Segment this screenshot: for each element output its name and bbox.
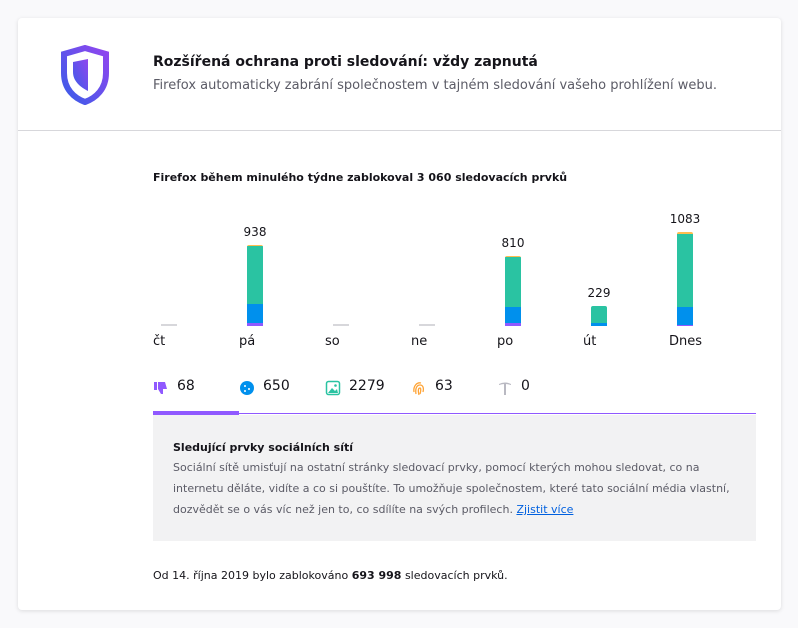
header: Rozšířená ochrana proti sledování: vždy … — [18, 18, 781, 131]
empty-bar — [333, 324, 349, 326]
tab-count: 2279 — [349, 378, 385, 394]
info-title: Sledující prvky sociálních sítí — [173, 441, 354, 454]
bar-út[interactable] — [591, 306, 607, 326]
tab-count: 0 — [521, 378, 530, 394]
day-label: po — [497, 334, 514, 349]
tab-cookie[interactable]: 650 — [239, 370, 325, 414]
bar-segment-cookies — [247, 304, 263, 324]
bar-segment-fingerprinters — [505, 255, 521, 258]
tab-image[interactable]: 2279 — [325, 370, 411, 414]
footer-count: 693 998 — [351, 569, 402, 582]
weekly-chart: čt 938 pá so ne 810 po 229 út 1083 Dnes — [153, 198, 756, 358]
bar-value-label: 229 — [587, 286, 611, 301]
bar-segment-content — [505, 257, 521, 307]
thumbs-down-icon — [153, 380, 169, 396]
day-label: čt — [153, 334, 166, 349]
empty-bar — [161, 324, 177, 326]
bar-Dnes[interactable] — [677, 232, 693, 326]
tracker-tabs: 68 650 2279 63 0 — [153, 370, 756, 415]
bar-segment-social — [505, 323, 521, 326]
bar-segment-social — [247, 323, 263, 326]
protection-card: Rozšířená ochrana proti sledování: vždy … — [18, 18, 781, 610]
bar-value-label: 810 — [501, 235, 525, 250]
header-title: Rozšířená ochrana proti sledování: vždy … — [153, 54, 538, 70]
chart-title: Firefox během minulého týdne zablokoval … — [153, 171, 568, 184]
day-label: pá — [239, 334, 256, 349]
info-body: Sociální sítě umisťují na ostatní stránk… — [173, 461, 730, 516]
info-text: Sociální sítě umisťují na ostatní stránk… — [173, 457, 736, 520]
pickaxe-icon — [497, 380, 513, 396]
bar-pá[interactable] — [247, 244, 263, 326]
bar-segment-content — [591, 306, 607, 324]
tab-count: 63 — [435, 378, 453, 394]
day-label: so — [325, 334, 340, 349]
tab-pickaxe[interactable]: 0 — [497, 370, 583, 414]
shield-icon — [61, 45, 109, 105]
day-label: Dnes — [669, 334, 703, 349]
tab-count: 650 — [263, 378, 290, 394]
bar-segment-cookies — [677, 307, 693, 326]
empty-bar — [419, 324, 435, 326]
bar-segment-cookies — [591, 323, 607, 326]
image-icon — [325, 380, 341, 396]
bar-po[interactable] — [505, 255, 521, 326]
bar-segment-social — [677, 325, 693, 326]
tab-count: 68 — [177, 378, 195, 394]
bar-segment-cookies — [505, 306, 521, 324]
header-subtitle: Firefox automaticky zabrání společnostem… — [153, 78, 718, 93]
footer-suffix: sledovacích prvků. — [401, 569, 508, 582]
day-label: ne — [411, 334, 428, 349]
bar-segment-content — [677, 234, 693, 308]
bar-value-label: 1083 — [669, 212, 701, 226]
tab-fingerprint[interactable]: 63 — [411, 370, 497, 414]
bar-value-label: 938 — [243, 224, 267, 239]
fingerprint-icon — [411, 380, 427, 396]
tab-thumbs-down[interactable]: 68 — [153, 370, 239, 415]
bar-segment-fingerprinters — [677, 232, 693, 235]
day-label: út — [583, 334, 597, 349]
learn-more-link[interactable]: Zjistit více — [516, 503, 574, 516]
cookie-icon — [239, 380, 255, 396]
footer-prefix: Od 14. října 2019 bylo zablokováno — [153, 569, 352, 582]
footer-summary: Od 14. října 2019 bylo zablokováno 693 9… — [153, 569, 508, 582]
bar-segment-fingerprinters — [247, 244, 263, 247]
bar-segment-content — [247, 246, 263, 305]
info-panel: Sledující prvky sociálních sítí Sociální… — [153, 415, 756, 541]
